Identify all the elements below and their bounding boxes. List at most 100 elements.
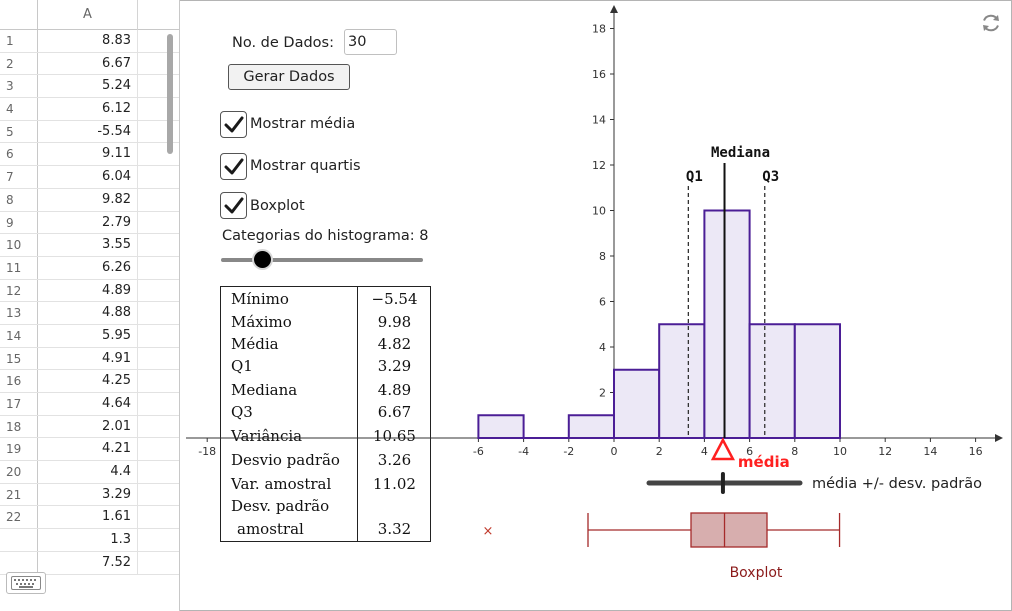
cell-value[interactable]: 4.4 [38,461,138,483]
table-row[interactable]: 1 8.83 [0,30,179,53]
cell-value[interactable]: 1.61 [38,506,138,529]
table-row[interactable]: 5 -5.54 [0,120,179,144]
row-number[interactable]: 7 [0,166,38,188]
row-number[interactable]: 16 [0,370,38,392]
keyboard-toggle-button[interactable] [6,572,46,594]
row-number[interactable]: 14 [0,324,38,347]
cell-value[interactable]: 9.82 [38,188,138,211]
row-number[interactable]: 3 [0,75,38,98]
column-header-a[interactable]: A [38,0,138,30]
table-row[interactable]: 15 4.91 [0,347,179,371]
table-row[interactable]: 10 3.55 [0,234,179,257]
cell-value[interactable]: 5.24 [38,75,138,98]
row-number[interactable]: 20 [0,461,38,483]
table-row[interactable]: 12 4.89 [0,279,179,303]
q1-label: Q1 [686,169,703,185]
row-number[interactable]: 1 [0,30,38,52]
slider-knob[interactable] [254,251,271,268]
row-number[interactable]: 18 [0,415,38,438]
table-row[interactable]: 7 6.04 [0,166,179,189]
cell-value[interactable]: 4.64 [38,393,138,415]
row-number[interactable]: 17 [0,393,38,415]
histogram-bins-label: Categorias do histograma: 8 [222,228,429,244]
spreadsheet-scrollbar[interactable] [167,34,173,154]
cell-value[interactable]: 7.52 [38,551,138,574]
show-mean-checkbox[interactable] [220,111,247,138]
show-quartiles-label: Mostrar quartis [250,158,361,174]
cell-value[interactable]: 4.21 [38,438,138,461]
row-number[interactable]: 4 [0,98,38,120]
cell-value[interactable]: 6.12 [38,98,138,120]
table-row[interactable]: 7.52 [0,551,179,575]
row-number[interactable]: 22 [0,506,38,529]
row-number[interactable]: 2 [0,52,38,75]
cell-value[interactable]: -5.54 [38,120,138,143]
generate-data-button[interactable]: Gerar Dados [228,64,350,90]
show-quartiles-checkbox[interactable] [220,153,247,180]
row-number[interactable]: 15 [0,347,38,370]
cell-value[interactable]: 4.91 [38,347,138,370]
table-row[interactable]: 21 3.29 [0,483,179,507]
cell-value[interactable]: 6.67 [38,52,138,75]
stat-value: 9.98 [377,313,412,331]
row-number[interactable]: 10 [0,234,38,256]
cell-value[interactable]: 8.83 [38,30,138,52]
column-header-bar: A [0,0,179,30]
spreadsheet-view[interactable]: A 1 8.83 2 6.67 3 5.24 4 6.12 5 -5.54 6 9.11 7 6.04 8 9… [0,0,180,611]
cell-value[interactable]: 4.88 [38,302,138,324]
stat-value: 3.32 [377,520,412,538]
stat-value: −5.54 [371,290,418,308]
table-row[interactable]: 22 1.61 [0,506,179,530]
cell-value[interactable]: 6.04 [38,166,138,188]
cell-value[interactable]: 1.3 [38,529,138,551]
row-number[interactable]: 12 [0,279,38,302]
row-number[interactable]: 8 [0,188,38,211]
sheet-corner[interactable] [0,0,38,30]
cell-value[interactable]: 2.01 [38,415,138,438]
table-row[interactable]: 2 6.67 [0,52,179,76]
table-row[interactable]: 19 4.21 [0,438,179,462]
n-data-input[interactable]: 30 [344,29,397,55]
row-number[interactable]: 11 [0,256,38,279]
cell-value[interactable]: 5.95 [38,324,138,347]
histogram-bar [613,368,661,439]
table-row[interactable]: 14 5.95 [0,324,179,348]
table-row[interactable]: 18 2.01 [0,415,179,439]
table-row[interactable]: 4 6.12 [0,98,179,121]
cell-value[interactable]: 4.89 [38,279,138,302]
x-tick-label: 2 [656,445,663,458]
table-row[interactable]: 16 4.25 [0,370,179,393]
x-tick-label: 6 [746,445,753,458]
refresh-icon[interactable] [979,11,1003,35]
row-number[interactable] [0,551,38,574]
cell-value[interactable]: 2.79 [38,211,138,234]
table-row[interactable]: 8 9.82 [0,188,179,212]
cell-value[interactable]: 4.25 [38,370,138,392]
table-row[interactable]: 6 9.11 [0,143,179,167]
histogram-bins-slider[interactable] [218,251,424,269]
row-number[interactable] [0,529,38,551]
cell-value[interactable]: 9.11 [38,143,138,166]
boxplot-checkbox[interactable] [220,192,247,219]
row-number[interactable]: 13 [0,302,38,324]
table-row[interactable]: 13 4.88 [0,302,179,325]
row-number[interactable]: 6 [0,143,38,166]
row-number[interactable]: 19 [0,438,38,461]
row-number[interactable]: 9 [0,211,38,234]
row-number[interactable]: 21 [0,483,38,506]
table-row[interactable]: 9 2.79 [0,211,179,235]
row-number[interactable]: 5 [0,120,38,143]
median-label: Mediana [711,145,770,161]
cell-value[interactable]: 6.26 [38,256,138,279]
cell-value[interactable]: 3.55 [38,234,138,256]
spreadsheet-rows: 1 8.83 2 6.67 3 5.24 4 6.12 5 -5.54 6 9.11 7 6.04 8 9.8… [0,30,179,575]
histogram-bar [793,323,841,439]
table-row[interactable]: 17 4.64 [0,393,179,416]
table-row[interactable]: 3 5.24 [0,75,179,99]
table-row[interactable]: 20 4.4 [0,461,179,484]
cell-value[interactable]: 3.29 [38,483,138,506]
table-row[interactable]: 11 6.26 [0,256,179,280]
stat-value: 4.82 [377,335,412,353]
table-row[interactable]: 1.3 [0,529,179,552]
